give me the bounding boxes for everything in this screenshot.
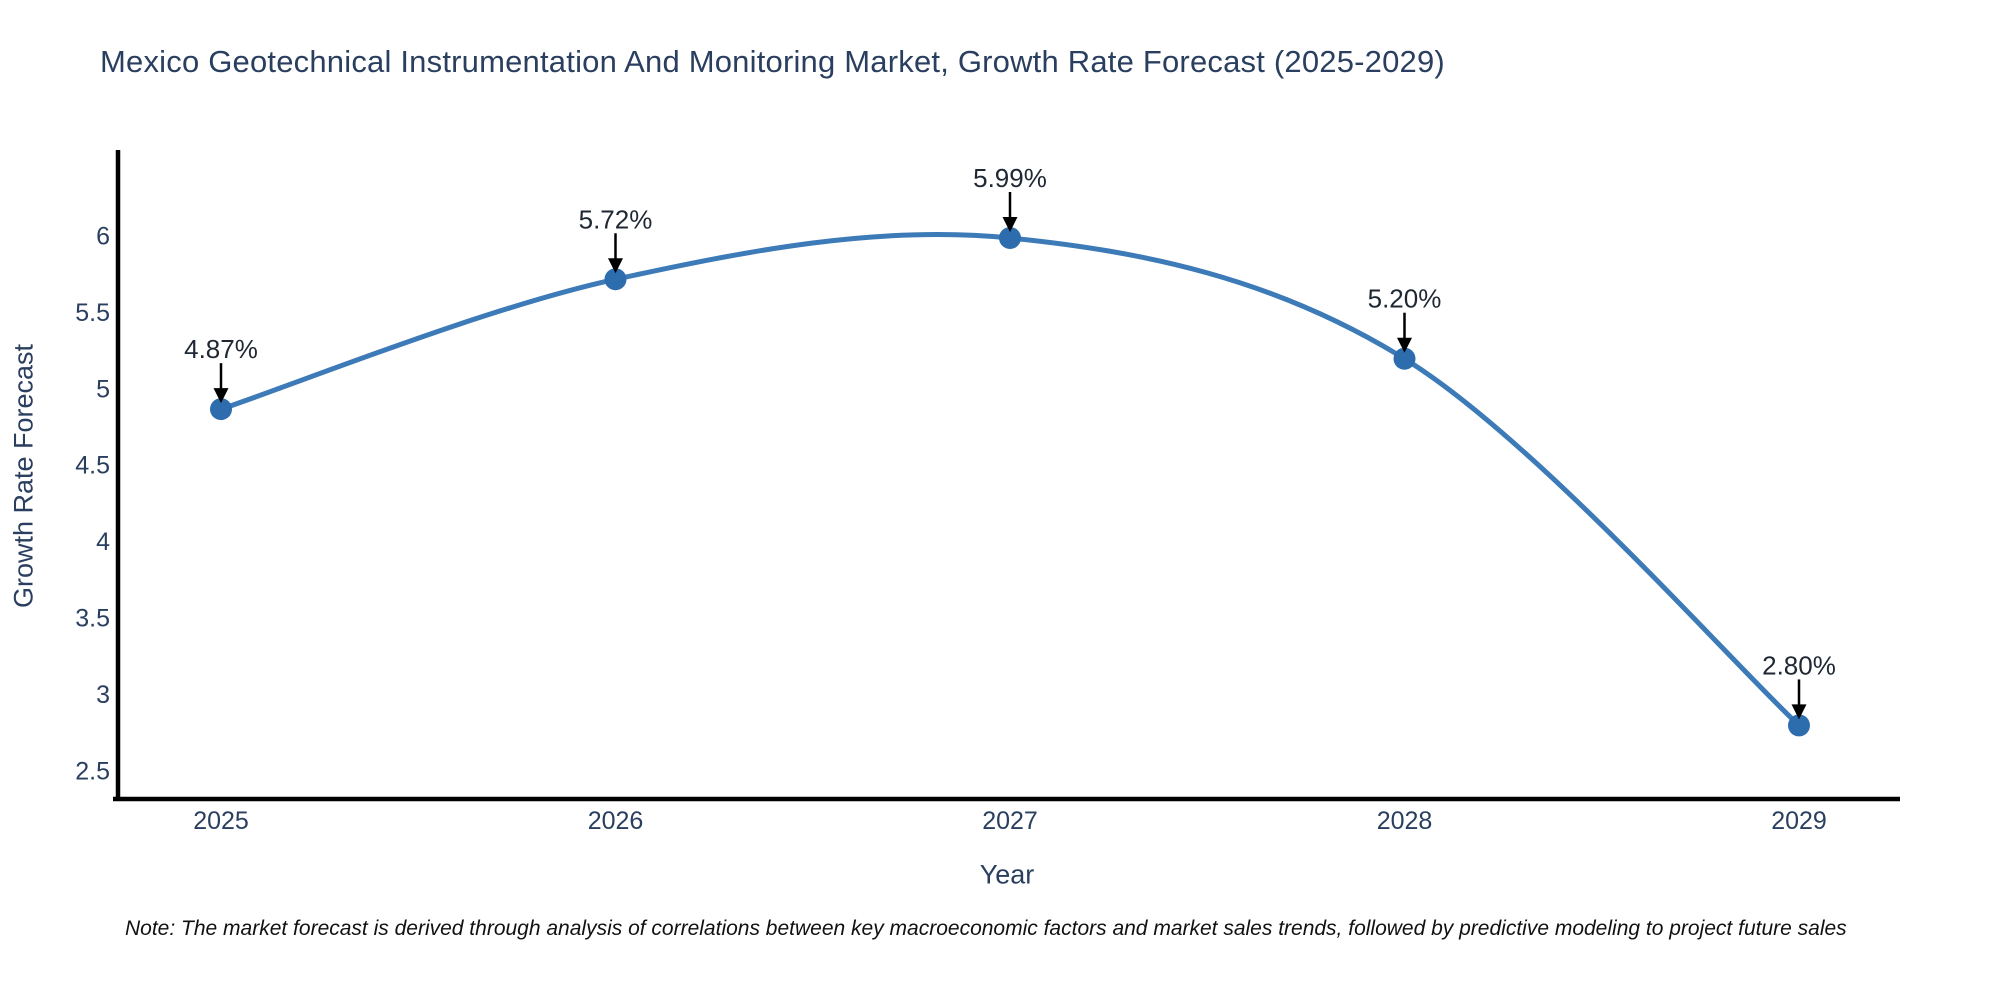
annotation-arrow-head xyxy=(1002,217,1018,232)
y-tick-label: 4.5 xyxy=(75,452,110,480)
data-point-value-label: 4.87% xyxy=(184,334,258,364)
y-tick-label: 5 xyxy=(96,375,110,403)
annotation-arrow-head xyxy=(213,388,229,404)
data-point-value-label: 5.99% xyxy=(973,163,1047,193)
chart-title: Mexico Geotechnical Instrumentation And … xyxy=(100,44,1445,79)
annotation-arrow-head xyxy=(1397,337,1412,353)
y-tick-label: 2.5 xyxy=(75,757,110,785)
x-tick-label: 2028 xyxy=(1377,807,1433,835)
data-point-marker xyxy=(210,398,232,421)
y-tick-label: 4 xyxy=(96,528,110,556)
x-tick-label: 2025 xyxy=(193,807,249,835)
y-tick-label: 3.5 xyxy=(75,604,110,632)
annotation-arrow-head xyxy=(1791,704,1807,720)
footnote: Note: The market forecast is derived thr… xyxy=(125,917,1847,940)
data-point-marker xyxy=(1788,714,1810,737)
data-point-marker xyxy=(1393,347,1416,370)
x-tick-label: 2029 xyxy=(1771,807,1827,835)
y-tick-label: 6 xyxy=(96,222,110,250)
data-point-marker xyxy=(604,268,627,291)
data-point-marker xyxy=(999,227,1021,249)
x-axis-tick-labels: 2025 2026 2027 2028 2029 xyxy=(193,807,1827,835)
y-axis-tick-labels: 2.5 3 3.5 4 4.5 5 5.5 6 xyxy=(75,222,110,785)
data-point-value-label: 5.72% xyxy=(579,204,653,234)
x-tick-label: 2027 xyxy=(982,807,1038,835)
data-point-value-label: 5.20% xyxy=(1368,284,1442,314)
forecast-curve xyxy=(218,231,1802,728)
forecast-line-series xyxy=(210,227,1810,737)
x-axis-title: Year xyxy=(979,859,1035,890)
data-point-annotations: 4.87% 5.72% 5.99% 5.20% 2.80% xyxy=(184,163,1836,720)
annotation-arrow-head xyxy=(608,258,623,274)
x-tick-label: 2026 xyxy=(588,807,644,835)
y-tick-label: 3 xyxy=(96,681,110,709)
y-tick-label: 5.5 xyxy=(75,299,110,327)
data-point-value-label: 2.80% xyxy=(1762,650,1836,680)
